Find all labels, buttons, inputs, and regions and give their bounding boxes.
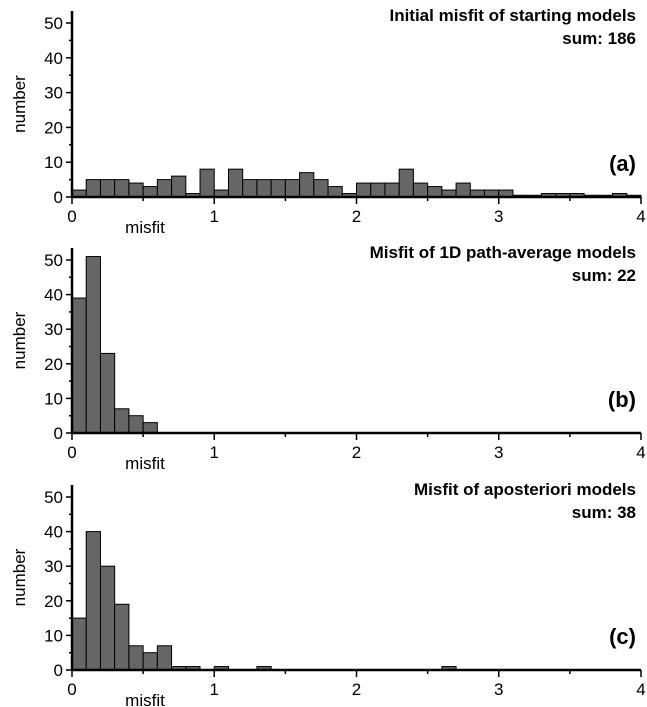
y-tick-label: 50 [44, 488, 63, 507]
bar [242, 179, 258, 198]
x-tick-label: 1 [210, 680, 219, 699]
bar [270, 179, 286, 198]
y-tick-label: 40 [44, 49, 63, 68]
bar [427, 186, 443, 198]
bar [299, 172, 315, 198]
x-tick-label: 4 [636, 207, 645, 226]
bar [156, 179, 173, 198]
bar [284, 179, 301, 198]
x-axis-label: misfit [125, 691, 165, 707]
bar [455, 182, 471, 198]
x-tick-label: 2 [352, 680, 361, 699]
panel-label: (b) [608, 387, 636, 412]
x-tick-label: 4 [636, 680, 645, 699]
bar [412, 182, 429, 198]
histogram-panel-2: 0 10 20 30 40 50 0 1 2 3 4 misfit number Misfit of 1D… [10, 243, 646, 473]
chart-subtitle: sum: 186 [562, 29, 636, 48]
bar [85, 256, 101, 434]
y-tick-label: 50 [44, 251, 63, 270]
bar [142, 422, 158, 434]
y-tick-label: 0 [54, 424, 63, 443]
chart-subtitle: sum: 38 [572, 503, 636, 522]
bar [71, 617, 87, 671]
bar [114, 179, 130, 198]
bars [71, 256, 158, 434]
bar [142, 652, 158, 671]
y-tick-label: 40 [44, 286, 63, 305]
bar [114, 603, 130, 671]
bar [156, 645, 173, 671]
x-tick-label: 0 [67, 443, 76, 462]
x-tick-label: 2 [352, 207, 361, 226]
x-tick-label: 1 [210, 207, 219, 226]
bar [171, 175, 187, 198]
x-tick-label: 3 [494, 443, 503, 462]
y-axis-label: number [10, 548, 29, 606]
x-tick-label: 1 [210, 443, 219, 462]
y-tick-label: 0 [54, 661, 63, 680]
chart-subtitle: sum: 22 [572, 266, 636, 285]
x-axis-label: misfit [125, 454, 165, 473]
x-tick-label: 0 [67, 207, 76, 226]
chart-title: Initial misfit of starting models [389, 6, 636, 25]
y-tick-label: 10 [44, 153, 63, 172]
y-tick-label: 20 [44, 592, 63, 611]
bar [142, 186, 158, 198]
y-tick-label: 30 [44, 557, 63, 576]
bar [99, 565, 116, 671]
y-tick-label: 20 [44, 118, 63, 137]
bar [99, 179, 116, 198]
y-tick-label: 30 [44, 320, 63, 339]
bar [398, 168, 414, 198]
bar [71, 297, 87, 434]
bar [356, 182, 372, 198]
bar [128, 415, 144, 434]
y-tick-label: 10 [44, 389, 63, 408]
y-axis-label: number [10, 75, 29, 133]
x-tick-label: 3 [494, 207, 503, 226]
bar [313, 179, 329, 198]
y-tick-label: 10 [44, 626, 63, 645]
panel-label: (c) [609, 624, 636, 649]
x-tick-label: 4 [636, 443, 645, 462]
bar [370, 182, 386, 198]
bar [128, 182, 144, 198]
bar [128, 645, 144, 671]
y-tick-label: 20 [44, 355, 63, 374]
y-tick-label: 30 [44, 84, 63, 103]
y-tick-label: 50 [44, 14, 63, 33]
y-tick-label: 0 [54, 188, 63, 207]
chart-title: Misfit of 1D path-average models [370, 243, 636, 262]
bar [327, 186, 343, 198]
panel-label: (a) [609, 151, 636, 176]
bar [99, 352, 116, 434]
histogram-panel-3: 0 10 20 30 40 50 0 1 2 3 4 misfit number Misfit of ap… [10, 480, 646, 707]
x-tick-label: 0 [67, 680, 76, 699]
chart-title: Misfit of aposteriori models [414, 480, 636, 499]
bars [71, 531, 457, 671]
bar [256, 179, 272, 198]
bars [71, 168, 642, 198]
x-axis-label: misfit [125, 218, 165, 237]
y-axis-label: number [10, 311, 29, 369]
histogram-panel-1: 0 10 20 30 40 50 0 1 2 3 4 misfit number Initial misf… [10, 6, 646, 237]
bar [85, 531, 101, 671]
x-tick-label: 3 [494, 680, 503, 699]
bar [199, 168, 215, 198]
y-tick-label: 40 [44, 523, 63, 542]
bar [85, 179, 101, 198]
bar [384, 182, 400, 198]
x-tick-label: 2 [352, 443, 361, 462]
bar [227, 168, 244, 198]
bar [114, 408, 130, 434]
